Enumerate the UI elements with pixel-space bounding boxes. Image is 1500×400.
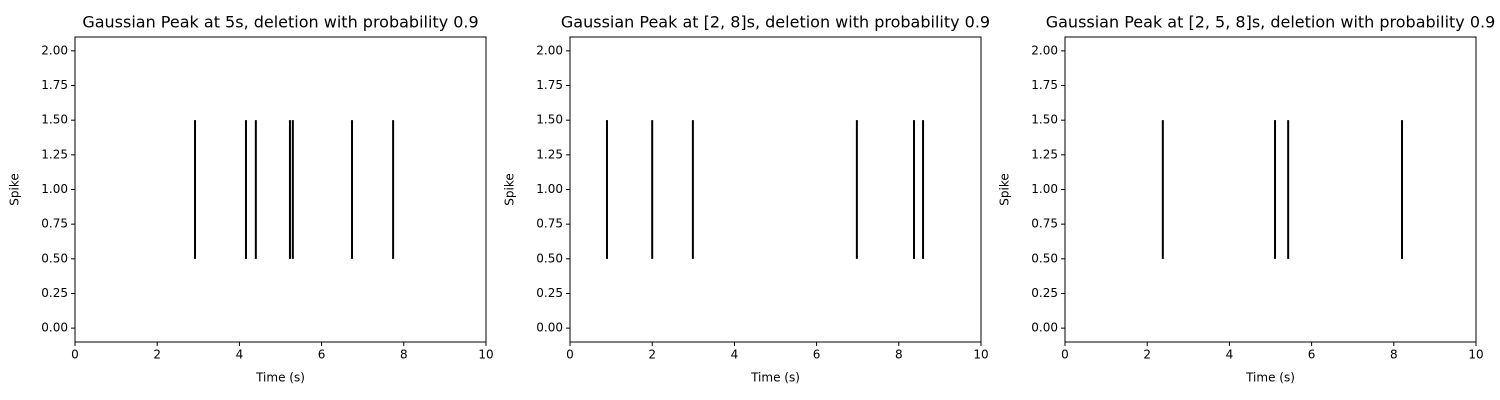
y-tick-label: 1.50 <box>1031 113 1058 127</box>
x-tick-label: 0 <box>71 348 79 362</box>
y-tick-label: 0.00 <box>1031 321 1058 335</box>
axes-frame <box>74 36 487 343</box>
x-tick-label: 10 <box>478 348 493 362</box>
chart-title: Gaussian Peak at [2, 5, 8]s, deletion wi… <box>1046 13 1496 32</box>
y-tick-label: 0.25 <box>41 286 68 300</box>
y-tick-label: 0.75 <box>536 217 563 231</box>
y-tick-label: 1.50 <box>41 113 68 127</box>
y-tick-label: 2.00 <box>1031 43 1058 57</box>
x-tick-label: 4 <box>731 348 739 362</box>
x-tick-label: 10 <box>973 348 988 362</box>
y-tick-label: 1.00 <box>536 182 563 196</box>
y-tick-label: 1.75 <box>1031 78 1058 92</box>
y-axis-label: Spike <box>998 173 1012 205</box>
y-tick-label: 1.25 <box>41 147 68 161</box>
x-tick-label: 2 <box>648 348 656 362</box>
x-axis-label: Time (s) <box>750 371 800 385</box>
x-tick-label: 10 <box>1468 348 1483 362</box>
x-tick-label: 8 <box>400 348 408 362</box>
x-tick-label: 8 <box>895 348 903 362</box>
y-tick-label: 0.25 <box>536 286 563 300</box>
x-tick-label: 6 <box>318 348 326 362</box>
x-tick-label: 4 <box>236 348 244 362</box>
axes-frame <box>1064 36 1477 343</box>
x-tick-label: 6 <box>813 348 821 362</box>
chart-title: Gaussian Peak at [2, 8]s, deletion with … <box>561 13 990 32</box>
x-tick-label: 0 <box>1061 348 1069 362</box>
y-axis-label: Spike <box>503 173 517 205</box>
y-tick-label: 0.75 <box>41 217 68 231</box>
y-tick-label: 0.00 <box>41 321 68 335</box>
y-tick-label: 0.00 <box>536 321 563 335</box>
chart-title: Gaussian Peak at 5s, deletion with proba… <box>82 13 478 32</box>
y-tick-label: 2.00 <box>41 43 68 57</box>
y-tick-label: 1.00 <box>41 182 68 196</box>
y-tick-label: 0.50 <box>536 251 563 265</box>
y-tick-label: 0.75 <box>1031 217 1058 231</box>
x-tick-label: 6 <box>1308 348 1316 362</box>
y-tick-label: 1.75 <box>536 78 563 92</box>
x-tick-label: 8 <box>1390 348 1398 362</box>
y-tick-label: 0.25 <box>1031 286 1058 300</box>
x-tick-label: 2 <box>1143 348 1151 362</box>
y-tick-label: 0.50 <box>1031 251 1058 265</box>
y-tick-label: 1.25 <box>1031 147 1058 161</box>
y-axis-label: Spike <box>8 173 22 205</box>
y-tick-label: 1.25 <box>536 147 563 161</box>
x-tick-label: 4 <box>1226 348 1234 362</box>
y-tick-label: 0.50 <box>41 251 68 265</box>
y-tick-label: 1.75 <box>41 78 68 92</box>
axes-frame <box>569 36 982 343</box>
y-tick-label: 2.00 <box>536 43 563 57</box>
y-tick-label: 1.00 <box>1031 182 1058 196</box>
x-axis-label: Time (s) <box>255 371 305 385</box>
x-axis-label: Time (s) <box>1245 371 1295 385</box>
y-tick-label: 1.50 <box>536 113 563 127</box>
x-tick-label: 2 <box>153 348 161 362</box>
x-tick-label: 0 <box>566 348 574 362</box>
